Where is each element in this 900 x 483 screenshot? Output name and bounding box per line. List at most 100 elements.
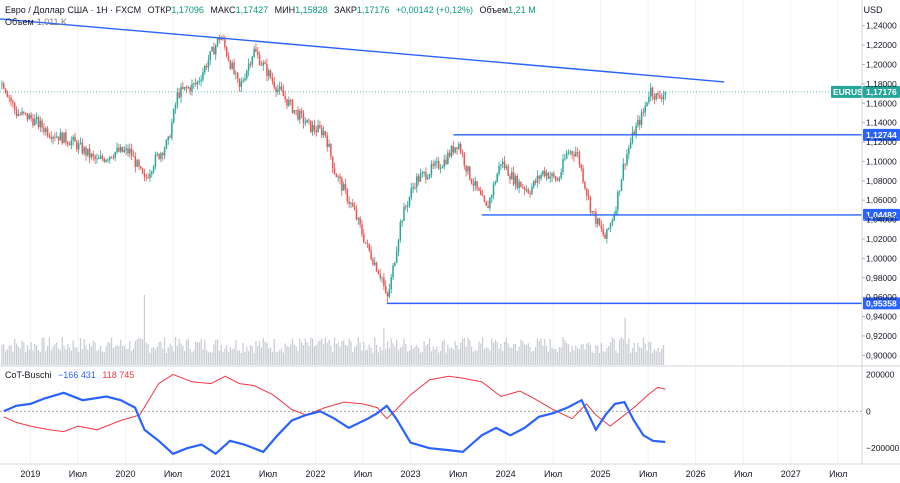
cot-value-red: 118 745 bbox=[102, 370, 134, 380]
y-tick-label: 1,16000 bbox=[866, 98, 897, 108]
volume-bar bbox=[531, 351, 533, 365]
volume-bar bbox=[423, 341, 425, 365]
candle-body bbox=[512, 172, 515, 185]
volume-bar bbox=[485, 347, 487, 365]
volume-bar bbox=[566, 343, 568, 365]
x-tick-label: Июл bbox=[164, 469, 182, 479]
candle-body bbox=[434, 162, 436, 166]
volume-bar bbox=[233, 348, 235, 365]
volume-bar bbox=[635, 351, 637, 365]
x-tick-label: Июл bbox=[734, 469, 752, 479]
volume-bar bbox=[169, 343, 171, 365]
candle-body bbox=[169, 136, 171, 138]
volume-bar bbox=[317, 341, 319, 365]
candle-body bbox=[474, 181, 477, 186]
volume-bar bbox=[79, 338, 82, 365]
candle-body bbox=[324, 131, 327, 136]
candle-body bbox=[406, 205, 409, 207]
candle-body bbox=[629, 142, 632, 149]
volume-bar bbox=[286, 345, 288, 365]
candle-body bbox=[578, 152, 581, 165]
level-badge bbox=[863, 208, 900, 221]
volume-bar bbox=[355, 345, 358, 365]
volume-bar bbox=[363, 342, 365, 365]
candle-body bbox=[211, 47, 213, 52]
candle-body bbox=[591, 211, 593, 213]
candle-body bbox=[467, 166, 469, 172]
candle-body bbox=[373, 262, 376, 265]
volume-bar bbox=[269, 347, 272, 365]
candle-body bbox=[439, 168, 442, 169]
volume-bar bbox=[96, 350, 98, 365]
candle-body bbox=[264, 62, 266, 65]
candle-body bbox=[458, 144, 460, 149]
candle-body bbox=[24, 112, 27, 114]
volume-bar bbox=[101, 351, 104, 365]
candle-body bbox=[76, 141, 78, 150]
candle-body bbox=[227, 55, 230, 61]
volume-bar bbox=[443, 339, 445, 365]
candle-body bbox=[282, 90, 285, 97]
volume-bar bbox=[471, 346, 473, 365]
volume-bar bbox=[152, 347, 155, 365]
volume-bar bbox=[469, 340, 471, 365]
candle-body bbox=[606, 228, 608, 239]
candle-body bbox=[547, 172, 550, 179]
volume-bar bbox=[352, 352, 354, 365]
candle-body bbox=[236, 72, 239, 79]
candle-body bbox=[531, 186, 533, 194]
candle-body bbox=[271, 77, 274, 82]
volume-bar bbox=[381, 350, 383, 365]
volume-bar bbox=[98, 349, 100, 365]
low-label: МИН bbox=[275, 5, 295, 15]
candle-body bbox=[600, 225, 603, 229]
candle-body bbox=[353, 206, 356, 210]
volume-bar bbox=[639, 347, 641, 365]
candle-body bbox=[178, 92, 180, 98]
x-tick-label: Июл bbox=[354, 469, 372, 479]
candle-body bbox=[28, 114, 31, 120]
volume-bars bbox=[1, 295, 665, 365]
candle-body bbox=[6, 92, 9, 97]
candle-body bbox=[529, 192, 531, 194]
candle-body bbox=[379, 273, 381, 278]
volume-bar bbox=[196, 341, 199, 365]
candle-body bbox=[432, 164, 434, 166]
low-value: 1,15828 bbox=[295, 5, 328, 15]
candle-body bbox=[509, 175, 511, 180]
candle-body bbox=[399, 222, 402, 240]
volume-bar bbox=[412, 348, 414, 365]
volume-row-label: Объем bbox=[5, 17, 34, 27]
volume-bar bbox=[571, 345, 573, 365]
candle-body bbox=[143, 173, 146, 177]
volume-bar bbox=[584, 349, 586, 365]
candle-body bbox=[286, 98, 288, 106]
volume-bar bbox=[516, 351, 518, 365]
volume-bar bbox=[187, 338, 189, 365]
volume-bar bbox=[591, 351, 593, 365]
candle-body bbox=[105, 159, 107, 162]
volume-bar bbox=[251, 346, 253, 365]
volume-bar bbox=[454, 341, 456, 365]
candle-body bbox=[639, 119, 641, 125]
x-tick-label: 2023 bbox=[401, 469, 421, 479]
volume-bar bbox=[248, 351, 250, 365]
volume-bar bbox=[209, 351, 211, 365]
candle-body bbox=[123, 150, 126, 152]
candle-body bbox=[628, 148, 630, 154]
candle-body bbox=[635, 125, 637, 136]
y-tick-label: 1,14000 bbox=[866, 118, 897, 128]
volume-bar bbox=[626, 343, 628, 365]
volume-bar bbox=[237, 350, 239, 365]
candle-body bbox=[255, 48, 257, 52]
candle-body bbox=[176, 92, 179, 105]
volume-bar bbox=[193, 350, 195, 365]
candle-body bbox=[459, 144, 462, 153]
volume-bar bbox=[39, 352, 41, 365]
candle-body bbox=[337, 176, 339, 178]
volume-bar bbox=[182, 345, 184, 365]
volume-bar bbox=[617, 352, 619, 365]
candle-body bbox=[554, 176, 557, 181]
